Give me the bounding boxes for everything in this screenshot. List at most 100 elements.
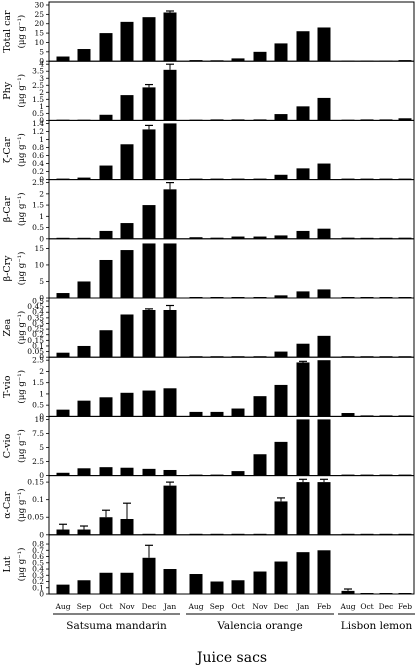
y-tick-label: 0.6: [32, 552, 44, 561]
bar: [274, 114, 288, 121]
bar: [296, 291, 310, 298]
bar: [120, 572, 134, 594]
bar: [231, 408, 245, 417]
x-tick-label: Sep: [210, 602, 225, 611]
bar: [120, 95, 134, 121]
bar: [296, 482, 310, 535]
panel-9: 00.10.20.30.40.50.60.70.8 Lut (μg g⁻¹): [2, 534, 415, 599]
bar: [120, 250, 134, 298]
bar: [77, 281, 91, 298]
bar: [317, 289, 331, 298]
x-tick-label: Feb: [398, 602, 412, 611]
y-tick-label: 2: [39, 189, 44, 198]
panel-8: 0 0.05 0.1 0.15 α-Car (μg g⁻¹): [2, 475, 415, 539]
y-tick-label: 1: [39, 135, 44, 144]
y-tick-label: 5: [39, 277, 44, 286]
y-tick-label: 0.45: [27, 302, 44, 311]
y-tick-label: 0.3: [32, 571, 44, 580]
y-tick-label: 1.2: [32, 127, 44, 136]
y-axis-unit: (μg g⁻¹): [16, 74, 27, 108]
bar: [317, 360, 331, 417]
bar: [77, 468, 91, 476]
bar: [77, 580, 91, 594]
bar: [317, 550, 331, 594]
bar: [120, 467, 134, 476]
bar: [142, 205, 156, 239]
bar: [296, 343, 310, 358]
y-tick-label: 7.5: [32, 429, 44, 438]
y-tick-label: 0.05: [27, 513, 44, 522]
y-tick-label: 15: [34, 29, 44, 38]
bar: [398, 60, 412, 62]
bar: [341, 413, 355, 417]
y-tick-label: 1.5: [32, 95, 44, 104]
panel-frame: [48, 415, 415, 477]
bar: [341, 237, 355, 239]
y-tick-label: 0.25: [27, 325, 44, 334]
y-axis-label: Zea: [2, 318, 13, 336]
x-axis-title: Juice sacs: [195, 650, 267, 666]
y-tick-label: 10: [34, 260, 44, 269]
bar: [99, 114, 113, 121]
bar: [317, 27, 331, 62]
y-tick-label: 0.1: [32, 583, 44, 592]
y-tick-label: 0.6: [32, 151, 44, 160]
panel-6: 0 0.5 1 1.5 2 2.5 T-vio (μg g⁻¹): [2, 356, 415, 421]
bar: [56, 472, 70, 476]
panel-7: 0 2.5 5 7.5 10 C-vio (μg g⁻¹): [2, 415, 415, 480]
y-axis-unit: (μg g⁻¹): [16, 488, 27, 522]
y-tick-label: 0.2: [32, 167, 44, 176]
y-tick-label: 0.7: [32, 546, 44, 555]
y-tick-label: 10: [34, 415, 44, 424]
y-axis-unit: (μg g⁻¹): [16, 429, 27, 463]
y-tick-label: 0.5: [32, 401, 44, 410]
bar: [317, 97, 331, 121]
y-axis-unit: (μg g⁻¹): [16, 133, 27, 167]
y-axis-label: α-Car: [2, 491, 13, 519]
group-label: Valencia orange: [216, 620, 302, 632]
bar: [99, 230, 113, 239]
y-tick-label: 1: [39, 389, 44, 398]
bar: [189, 411, 203, 417]
bar: [56, 584, 70, 594]
y-tick-label: 0.8: [32, 540, 44, 549]
x-tick-label: Sep: [77, 602, 92, 611]
bar: [274, 295, 288, 298]
bar: [317, 482, 331, 535]
x-axis-month-labels: Aug Sep Oct Nov Dec Jan Aug Sep Oct Nov Dec Jan Feb A…: [54, 602, 412, 611]
x-tick-label: Jan: [163, 602, 176, 611]
y-tick-label: 30: [34, 1, 44, 10]
y-tick-label: 2.5: [32, 178, 44, 187]
y-tick-label: 0.5: [32, 223, 44, 232]
y-tick-label: 1.4: [32, 119, 44, 128]
y-tick-label: 3.5: [32, 67, 44, 76]
bar: [210, 411, 224, 417]
bar: [274, 235, 288, 239]
y-tick-label: 0.3: [32, 319, 44, 328]
bar: [99, 467, 113, 476]
y-tick-label: 0: [39, 116, 44, 125]
y-axis-label: ζ-Car: [2, 137, 13, 163]
bar: [231, 58, 245, 62]
panel-3: 0 0.5 1 1.5 2 2.5 β-Car (μg g⁻¹): [2, 178, 415, 243]
bar: [253, 396, 267, 417]
bar: [163, 243, 177, 298]
bar: [317, 335, 331, 358]
bar: [274, 43, 288, 62]
bar: [253, 236, 267, 239]
y-tick-label: 0: [39, 294, 44, 303]
bar: [142, 390, 156, 417]
bar: [77, 345, 91, 358]
bar: [274, 441, 288, 476]
bar: [120, 223, 134, 239]
y-axis-label: Total car: [2, 10, 13, 53]
y-tick-label: 0.5: [32, 297, 44, 306]
y-tick-label: 0: [39, 471, 44, 480]
y-axis-unit: (μg g⁻¹): [16, 192, 27, 226]
bar: [163, 388, 177, 417]
bar: [296, 106, 310, 121]
x-tick-label: Aug: [339, 602, 355, 611]
bar: [120, 518, 134, 535]
